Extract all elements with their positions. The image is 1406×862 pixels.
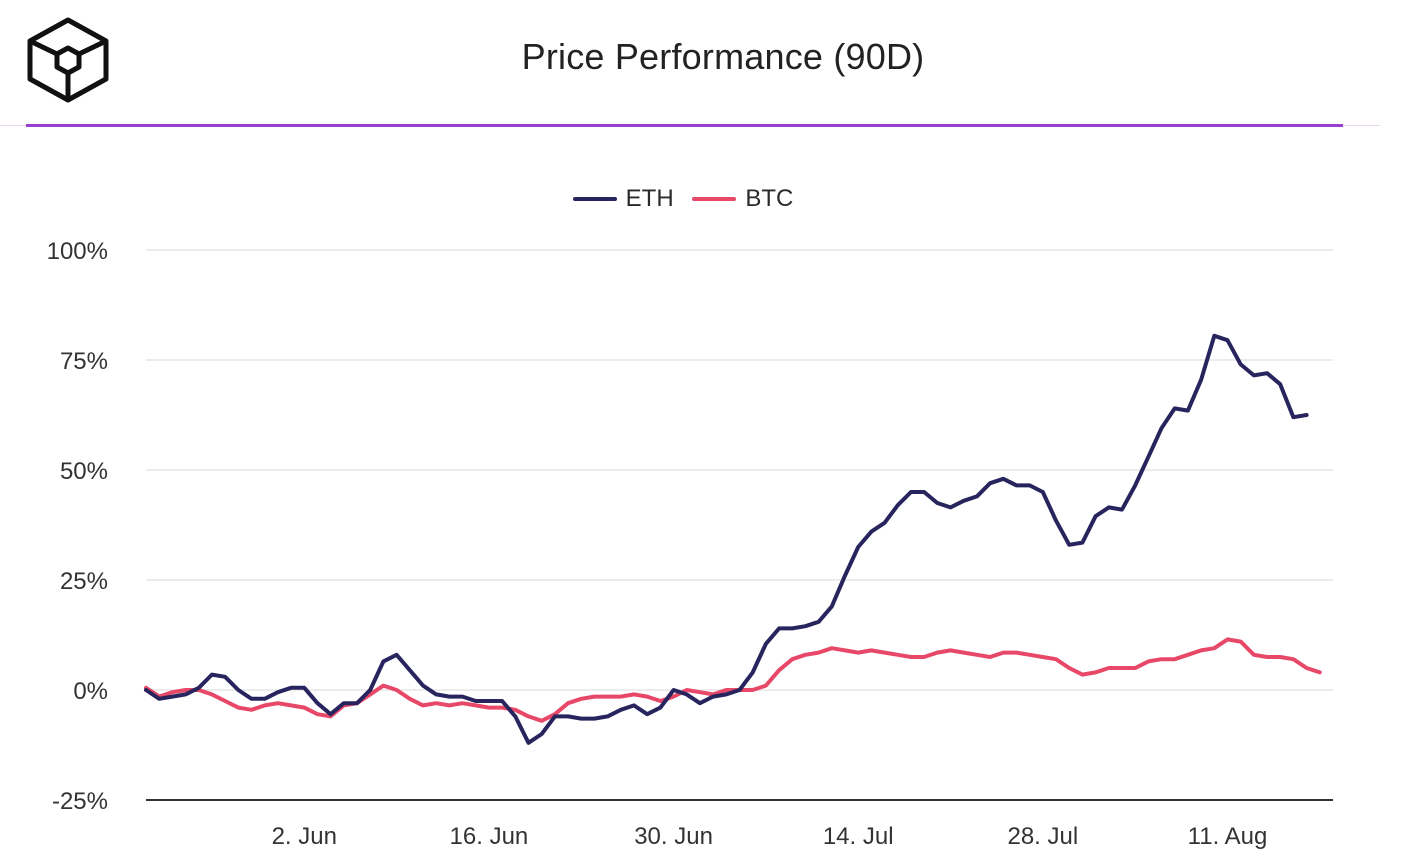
y-tick-label: 50% bbox=[60, 458, 108, 485]
page-title: Price Performance (90D) bbox=[521, 36, 925, 77]
y-tick-label: 25% bbox=[60, 568, 108, 595]
x-tick-label: 2. Jun bbox=[272, 823, 337, 850]
cube-logo-icon bbox=[27, 17, 109, 103]
grid-layer bbox=[146, 249, 1333, 691]
series-line-eth bbox=[144, 333, 1309, 745]
x-tick-label: 30. Jun bbox=[634, 823, 713, 850]
header-divider bbox=[0, 124, 1380, 127]
y-tick-label: 0% bbox=[73, 678, 108, 705]
legend-label-btc: BTC bbox=[745, 185, 794, 212]
chart-legend: ETH BTC bbox=[0, 180, 1366, 213]
y-tick-label: 100% bbox=[47, 238, 108, 265]
y-tick-label: -25% bbox=[52, 788, 108, 815]
legend-item-eth[interactable]: ETH bbox=[572, 185, 674, 213]
x-tick-label: 28. Jul bbox=[1007, 823, 1078, 850]
x-tick-label: 14. Jul bbox=[823, 823, 894, 850]
axis-layer: -25% 0% 25% 50% 75% 100% 2. Jun 16. Jun 30. Jun 1… bbox=[47, 238, 1333, 850]
x-tick-label: 16. Jun bbox=[450, 823, 529, 850]
legend-item-btc[interactable]: BTC bbox=[692, 185, 793, 213]
legend-label-eth: ETH bbox=[625, 185, 674, 212]
header-divider-accent bbox=[26, 124, 1343, 127]
x-tick-label: 11. Aug bbox=[1188, 823, 1268, 850]
legend-swatch-eth bbox=[572, 197, 617, 201]
series-layer bbox=[144, 333, 1322, 745]
y-tick-label: 75% bbox=[60, 348, 108, 375]
legend-swatch-btc bbox=[692, 197, 737, 201]
